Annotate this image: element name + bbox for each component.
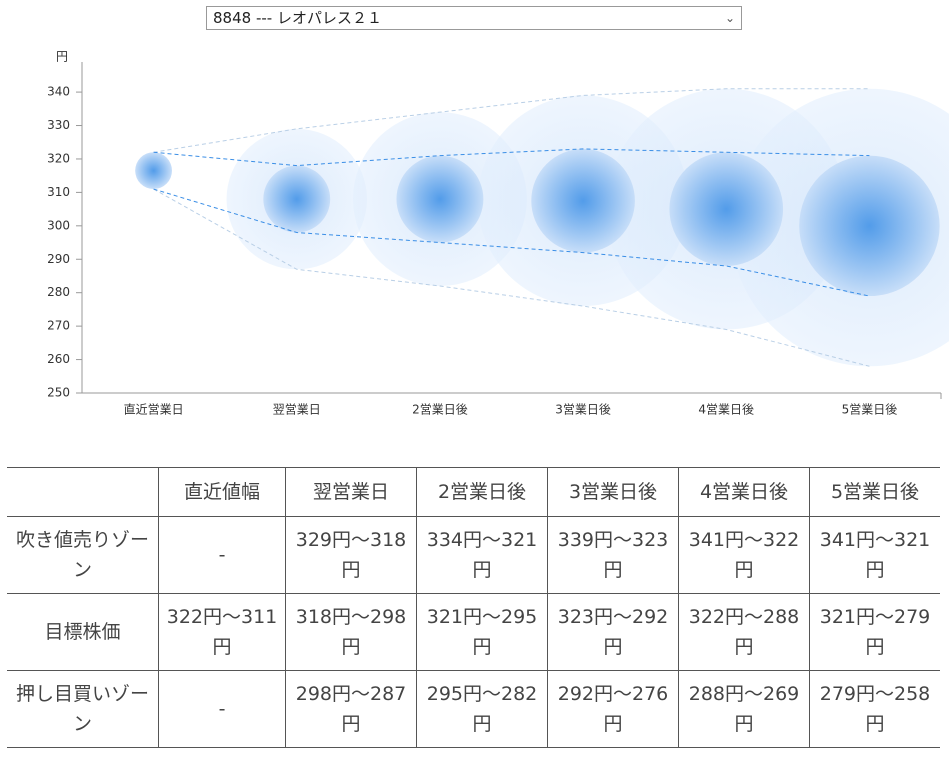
target-bubble [396,155,484,243]
range-line [153,188,870,367]
stock-select[interactable]: 8848 --- レオパレス２１ ⌄ [206,6,742,30]
y-tick-label: 290 [47,252,70,266]
x-tick-label: 2営業日後 [412,403,468,417]
y-unit: 円 [56,50,68,64]
table-row: 押し目買いゾーン -298円～287円 295円～282円 292円～276円 288円… [7,670,940,748]
forecast-table: 直近値幅 翌営業日 2営業日後 3営業日後 4営業日後 5営業日後 吹き値売りゾーン -329… [7,467,940,748]
table-cell: 292円～276円 [547,670,679,748]
table-row: 吹き値売りゾーン -329円～318円 334円～321円 339円～323円 341円… [7,516,940,594]
table-cell: 341円～322円 [678,516,810,594]
table-cell: 318円～298円 [285,593,417,671]
row-header: 吹き値売りゾーン [7,516,159,594]
x-tick-label: 5営業日後 [842,403,898,417]
range-line [153,188,870,297]
table-cell: - [158,670,286,748]
x-tick-label: 翌営業日 [273,403,321,417]
table-cell: 321円～295円 [416,593,548,671]
y-tick-label: 250 [47,386,70,400]
target-bubble [263,165,331,233]
y-tick-label: 330 [47,118,70,132]
table-cell: 322円～288円 [678,593,810,671]
column-header: 5営業日後 [809,467,940,517]
target-bubble [669,152,784,266]
column-header: 4営業日後 [678,467,810,517]
target-bubble [799,155,940,297]
table-cell: 298円～287円 [285,670,417,748]
row-header: 目標株価 [7,593,159,671]
table-cell: 288円～269円 [678,670,810,748]
table-cell: 341円～321円 [809,516,940,594]
corner-cell [7,467,159,517]
header-row: 直近値幅 翌営業日 2営業日後 3営業日後 4営業日後 5営業日後 [7,467,940,517]
y-tick-label: 320 [47,151,70,165]
column-header: 翌営業日 [285,467,417,517]
select-text: 8848 --- レオパレス２１ [213,9,382,27]
target-bubble [135,152,172,190]
range-line [153,148,870,167]
chart: 円 250 260 270 280 290 300 310 320 330 340 直近営業日 翌営業… [47,50,949,417]
row-header: 押し目買いゾーン [7,670,159,748]
target-bubble [531,148,635,253]
select-arrow: ⌄ [724,11,735,25]
x-tick-label: 直近営業日 [124,402,184,417]
y-tick-label: 280 [47,285,70,299]
x-tick-label: 4営業日後 [698,403,754,417]
y-tick-label: 260 [47,352,70,366]
table-cell: 323円～292円 [547,593,679,671]
table-cell: - [158,516,286,594]
y-tick-label: 270 [47,319,70,333]
table-cell: 329円～318円 [285,516,417,594]
table-cell: 295円～282円 [416,670,548,748]
y-tick-label: 340 [47,85,70,99]
table-cell: 339円～323円 [547,516,679,594]
column-header: 3営業日後 [547,467,679,517]
range-line [153,88,870,153]
y-tick-label: 310 [47,185,70,199]
x-tick-label: 3営業日後 [555,403,611,417]
column-header: 直近値幅 [158,467,286,517]
table-cell: 322円～311円 [158,593,286,671]
table-cell: 334円～321円 [416,516,548,594]
table-cell: 279円～258円 [809,670,940,748]
table-cell: 321円～279円 [809,593,940,671]
table-row: 目標株価 322円～311円 318円～298円 321円～295円 323円～292円… [7,593,940,671]
y-tick-label: 300 [47,218,70,232]
column-header: 2営業日後 [416,467,548,517]
